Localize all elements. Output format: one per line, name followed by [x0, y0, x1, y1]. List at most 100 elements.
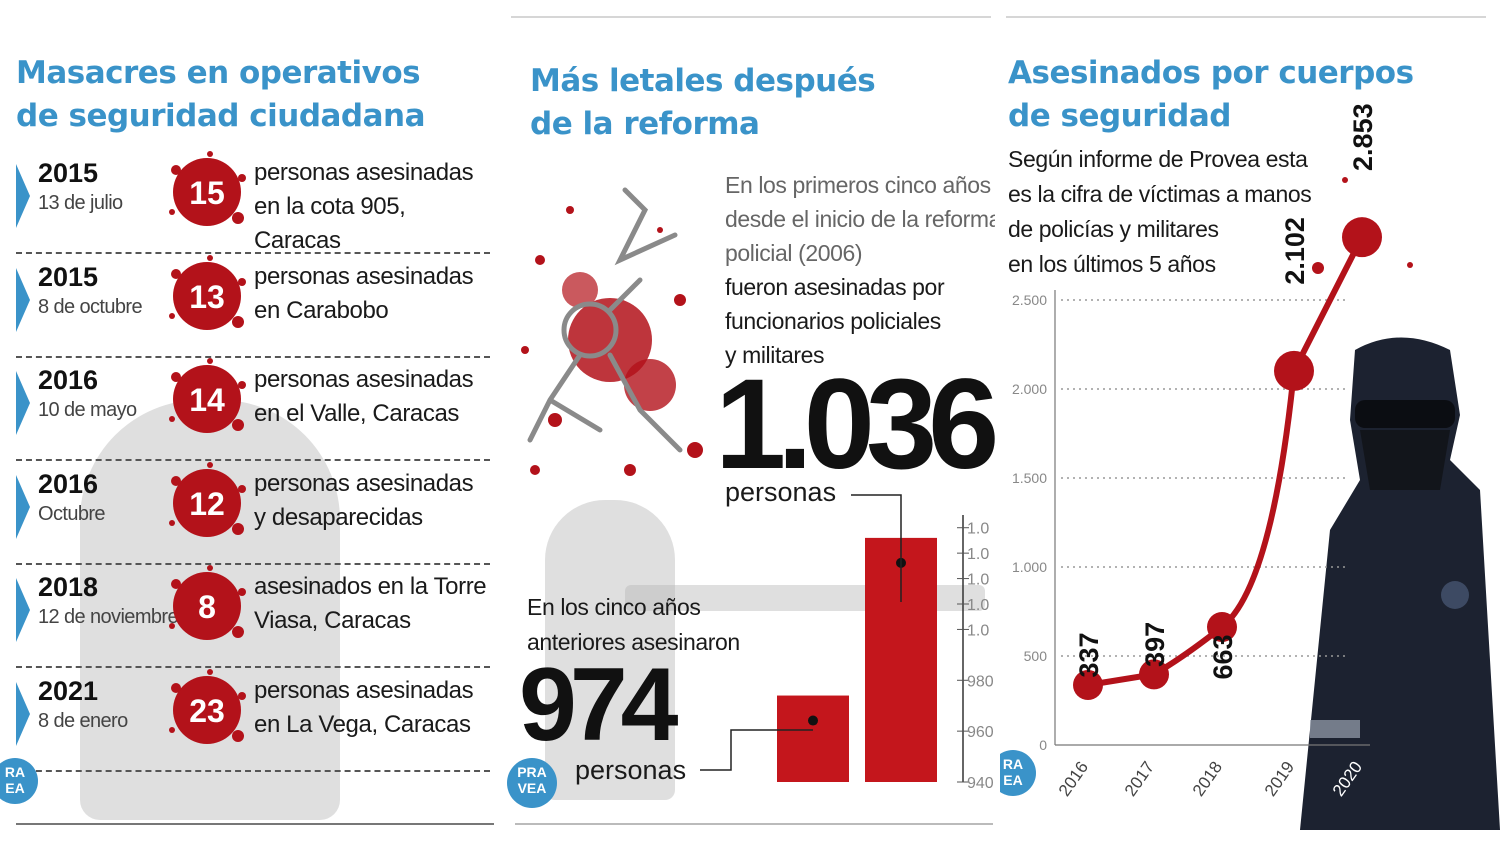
row-marker: [16, 474, 30, 539]
data-point-2019: [1274, 350, 1314, 391]
blood-splat-icon: 23: [169, 668, 246, 744]
massacre-row: 2015 8 de octubre 13 personas asesinadas en …: [16, 254, 490, 358]
row-count: 13: [189, 279, 225, 315]
massacre-row: 2016 10 de mayo 14 personas asesinadas en el…: [16, 357, 490, 461]
blood-drop: [1342, 177, 1348, 183]
row-year: 2018: [38, 572, 99, 602]
panel2-title-line1: Más letales después: [530, 63, 876, 99]
soldier-figure: [1300, 337, 1500, 830]
row-line1: personas asesinadas: [254, 366, 474, 393]
row-description: personas asesinadas en Carabobo: [254, 260, 474, 328]
row-date: Octubre: [38, 502, 106, 525]
reform-bar-chart: 940 960 980 1.0 1.0 1.0 1.0 1.0: [700, 494, 994, 792]
provea-logo: RA EA: [0, 758, 38, 804]
row-line1: personas asesinadas: [254, 469, 474, 497]
massacre-row: 2018 12 de noviembre 8 asesinados en la Tor…: [16, 564, 490, 668]
intro-line-5: funcionarios policiales: [725, 308, 941, 334]
bar-before: [777, 695, 849, 782]
row-date: 12 de noviembre: [38, 606, 179, 628]
bottom-rule: [515, 823, 993, 825]
intro-line-6: y militares: [725, 342, 825, 368]
panel1-title: Masacres en operativos de seguridad ciud…: [16, 52, 426, 138]
logo-text-1: RA: [4, 764, 26, 780]
blood-drop: [1407, 262, 1413, 268]
blood-splat-icon: 8: [169, 565, 246, 640]
massacre-row: 2021 8 de enero 23 personas asesinadas en La…: [16, 668, 490, 772]
row-line1: personas asesinadas: [254, 262, 474, 290]
provea-logo: RA EA: [1000, 750, 1036, 796]
row-line2: en la cota 905, Caracas: [254, 193, 406, 254]
row-year: 2021: [38, 675, 99, 706]
x-tick-label: 2018: [1189, 758, 1226, 800]
blood-splat-icon: 13: [169, 254, 246, 330]
y-tick-label: 0: [1039, 737, 1047, 753]
massacre-row: 2015 13 de julio 15 personas asesinadas en l…: [16, 150, 490, 254]
data-point-2020: [1342, 217, 1382, 258]
panel2-title-line2: de la reforma: [530, 106, 760, 142]
panel-massacres: Masacres en operativos de seguridad ciud…: [0, 0, 500, 843]
logo-text-2: EA: [1003, 772, 1023, 788]
logo-text-2: VEA: [517, 780, 547, 796]
row-line1: asesinados en la Torre: [254, 573, 487, 600]
bar-tick-label: 1.0: [967, 572, 989, 589]
bar-dot: [808, 715, 818, 726]
row-year: 2016: [38, 468, 99, 499]
bar-tick-label: 1.0: [967, 546, 989, 563]
row-year: 2015: [38, 158, 99, 188]
x-tick-label: 2016: [1055, 758, 1092, 800]
row-line1: personas asesinadas: [254, 676, 474, 704]
row-description: personas asesinadas y desaparecidas: [254, 467, 474, 535]
top-rule: [1006, 16, 1486, 18]
desc-line-3: de policías y militares: [1008, 216, 1219, 242]
data-point-2018: [1207, 611, 1237, 642]
blood-splat-icon: 12: [169, 461, 246, 537]
value-label: 337: [1074, 632, 1104, 677]
intro-line-3: policial (2006): [725, 240, 863, 266]
top-rule: [511, 16, 991, 18]
gunman-silhouette: [545, 500, 675, 800]
bar-tick-label: 940: [967, 775, 994, 792]
before-reform-total: 974: [519, 647, 679, 763]
blood-splat-icon: 14: [169, 358, 246, 433]
data-point-2017: [1139, 659, 1169, 690]
logo-text-2: EA: [5, 780, 25, 796]
bottom-rule: [16, 823, 494, 825]
reform-intro: En los primeros cinco años desde el inic…: [725, 168, 995, 372]
chalk-outline-icon: [521, 187, 703, 476]
panel3-title-line1: Asesinados por cuerpos: [1008, 55, 1414, 91]
leader-before: [700, 729, 813, 771]
value-label: 2.102: [1280, 217, 1310, 285]
blood-splat-icon: 15: [169, 151, 246, 226]
x-tick-label: 2017: [1121, 758, 1158, 800]
row-line1: personas asesinadas: [254, 159, 474, 186]
row-count: 23: [189, 693, 225, 729]
row-line2: en Carabobo: [254, 296, 389, 324]
intro-line-2: desde el inicio de la reforma: [725, 206, 995, 232]
row-year: 2016: [38, 365, 99, 395]
panel3-title: Asesinados por cuerpos de seguridad: [1008, 52, 1414, 138]
row-count: 14: [189, 382, 225, 418]
panel3-title-line2: de seguridad: [1008, 98, 1231, 134]
panel3-description: Según informe de Provea esta es la cifra…: [1008, 142, 1312, 282]
row-count: 8: [198, 589, 216, 625]
x-tick-label: 2020: [1329, 758, 1366, 800]
desc-line-1: Según informe de Provea esta: [1008, 146, 1308, 172]
before-reform-label: personas: [575, 755, 687, 785]
row-line2: Viasa, Caracas: [254, 607, 411, 634]
y-tick-label: 500: [1024, 648, 1048, 664]
intro-line-4: fueron asesinadas por: [725, 274, 945, 300]
row-line2: en el Valle, Caracas: [254, 400, 460, 427]
bar-tick-label: 1.0: [967, 597, 989, 614]
panel-reform: Más letales después de la reforma En los…: [505, 0, 995, 843]
row-description: personas asesinadas en la cota 905, Carac…: [254, 156, 490, 258]
intro-line-1: En los primeros cinco años: [725, 172, 991, 198]
row-description: personas asesinadas en el Valle, Caracas: [254, 363, 474, 431]
y-tick-label: 2.500: [1012, 292, 1047, 308]
row-date: 10 de mayo: [38, 399, 137, 421]
before-reform-intro: En los cinco años anteriores asesinaron: [527, 590, 740, 660]
panel1-title-line1: Masacres en operativos: [16, 55, 421, 91]
value-label: 397: [1140, 622, 1170, 667]
intro2-line-2: anteriores asesinaron: [527, 629, 740, 655]
row-count: 15: [189, 175, 225, 211]
row-date: 8 de enero: [38, 709, 128, 732]
